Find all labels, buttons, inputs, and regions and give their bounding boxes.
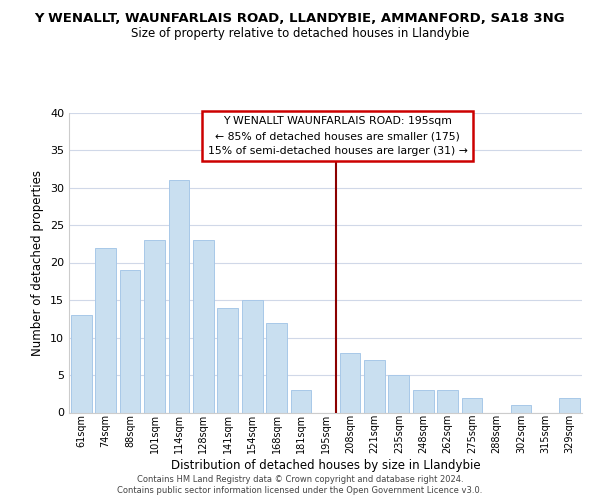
Bar bbox=[413, 390, 434, 412]
Bar bbox=[461, 398, 482, 412]
Bar bbox=[217, 308, 238, 412]
Bar bbox=[364, 360, 385, 412]
Bar bbox=[242, 300, 263, 412]
Bar bbox=[71, 315, 92, 412]
Bar bbox=[193, 240, 214, 412]
Bar bbox=[119, 270, 140, 412]
Text: Y WENALLT WAUNFARLAIS ROAD: 195sqm
← 85% of detached houses are smaller (175)
15: Y WENALLT WAUNFARLAIS ROAD: 195sqm ← 85%… bbox=[208, 116, 467, 156]
X-axis label: Distribution of detached houses by size in Llandybie: Distribution of detached houses by size … bbox=[170, 459, 481, 472]
Bar bbox=[95, 248, 116, 412]
Bar bbox=[437, 390, 458, 412]
Bar bbox=[169, 180, 190, 412]
Bar bbox=[290, 390, 311, 412]
Bar bbox=[144, 240, 165, 412]
Text: Y WENALLT, WAUNFARLAIS ROAD, LLANDYBIE, AMMANFORD, SA18 3NG: Y WENALLT, WAUNFARLAIS ROAD, LLANDYBIE, … bbox=[35, 12, 565, 26]
Bar bbox=[340, 352, 361, 412]
Text: Contains HM Land Registry data © Crown copyright and database right 2024.: Contains HM Land Registry data © Crown c… bbox=[137, 475, 463, 484]
Text: Contains public sector information licensed under the Open Government Licence v3: Contains public sector information licen… bbox=[118, 486, 482, 495]
Text: Size of property relative to detached houses in Llandybie: Size of property relative to detached ho… bbox=[131, 28, 469, 40]
Bar bbox=[559, 398, 580, 412]
Bar bbox=[511, 405, 532, 412]
Y-axis label: Number of detached properties: Number of detached properties bbox=[31, 170, 44, 356]
Bar bbox=[266, 322, 287, 412]
Bar bbox=[388, 375, 409, 412]
